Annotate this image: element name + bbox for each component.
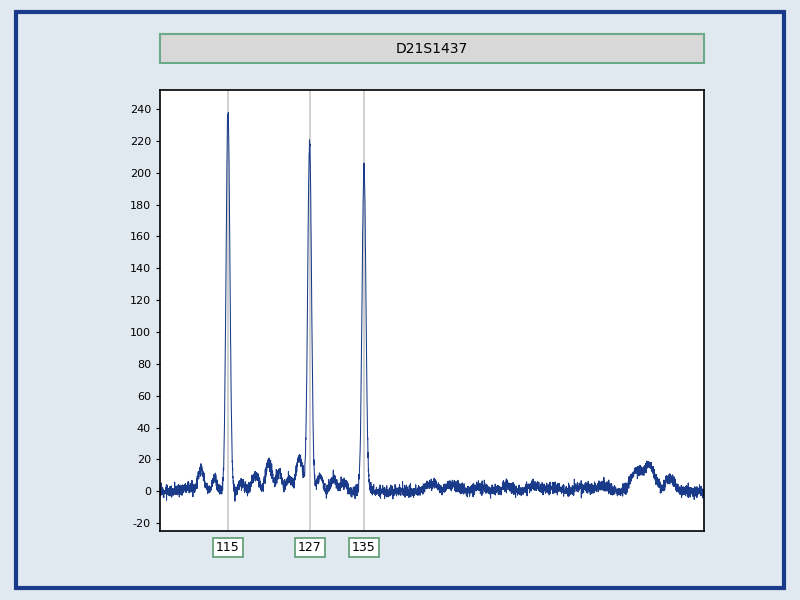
Text: 135: 135	[352, 541, 376, 554]
Text: D21S1437: D21S1437	[396, 41, 468, 56]
Text: 115: 115	[216, 541, 240, 554]
Text: 127: 127	[298, 541, 322, 554]
